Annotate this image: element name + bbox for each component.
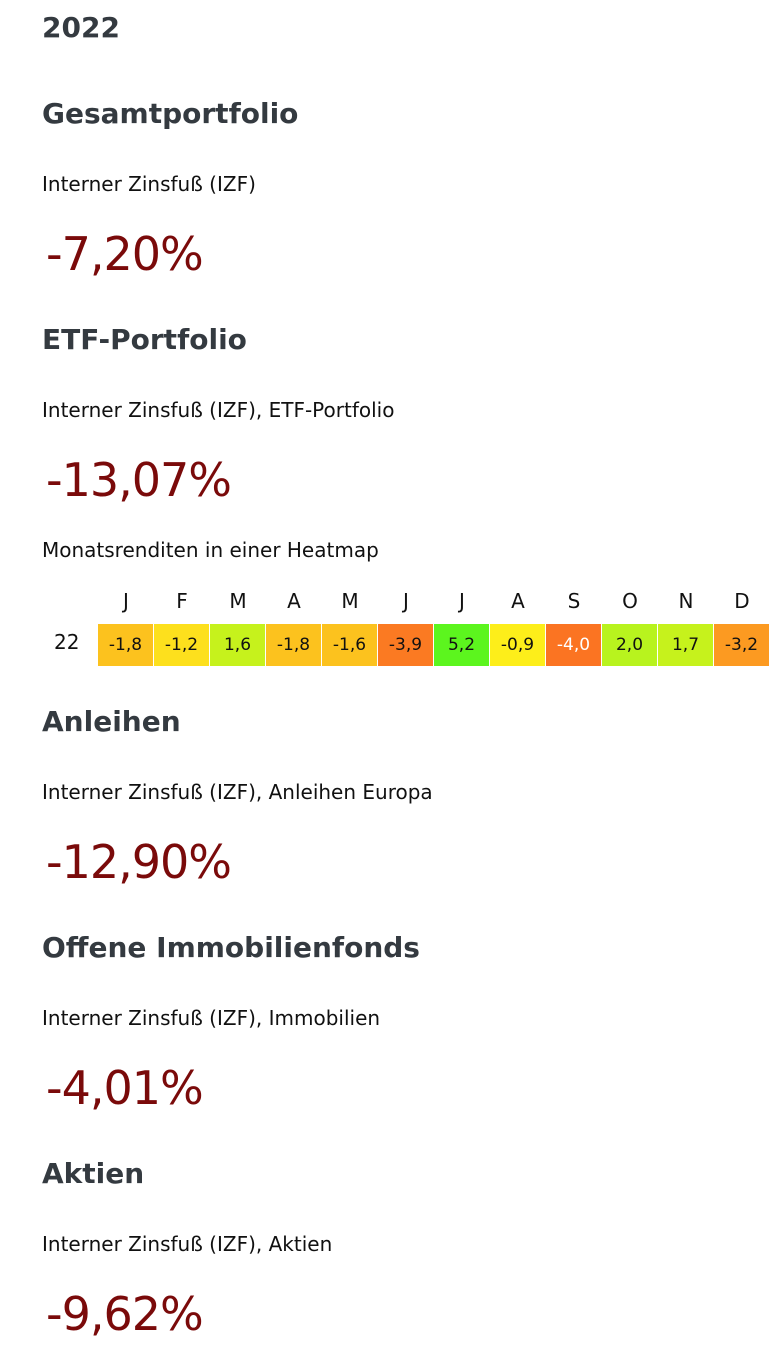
- heatmap-month-label: A: [511, 589, 525, 613]
- izf-value-etf-portfolio: -13,07%: [46, 453, 232, 507]
- izf-value-aktien: -9,62%: [46, 1287, 204, 1341]
- section-title-gesamtportfolio: Gesamtportfolio: [42, 97, 299, 130]
- heatmap-month-label: F: [176, 589, 188, 613]
- heatmap-cell: -0,9: [490, 624, 545, 666]
- section-title-etf-portfolio: ETF-Portfolio: [42, 323, 247, 356]
- heatmap-cells: -1,8 -1,2 1,6 -1,8 -1,6 -3,9 5,2 -0,9 -4,0 2,0 1,7…: [98, 624, 770, 666]
- izf-value-gesamtportfolio: -7,20%: [46, 227, 204, 281]
- izf-label-aktien: Interner Zinsfuß (IZF), Aktien: [42, 1232, 333, 1256]
- izf-label-anleihen: Interner Zinsfuß (IZF), Anleihen Europa: [42, 780, 433, 804]
- section-title-anleihen: Anleihen: [42, 705, 181, 738]
- heatmap-month-label: M: [229, 589, 247, 613]
- heatmap-cell: -1,8: [266, 624, 321, 666]
- heatmap-cell: 1,6: [210, 624, 265, 666]
- heatmap-month-label: D: [734, 589, 750, 613]
- heatmap-cell: -1,6: [322, 624, 377, 666]
- izf-value-immobilien: -4,01%: [46, 1061, 204, 1115]
- heatmap-month-label: A: [287, 589, 301, 613]
- heatmap-cell: 1,7: [658, 624, 713, 666]
- heatmap-month-label: J: [403, 589, 409, 613]
- heatmap-month-label: J: [459, 589, 465, 613]
- izf-value-anleihen: -12,90%: [46, 835, 232, 889]
- heatmap-month-label: J: [123, 589, 129, 613]
- heatmap-cell: -3,2: [714, 624, 769, 666]
- heatmap-month-label: M: [341, 589, 359, 613]
- heatmap-cell: -3,9: [378, 624, 433, 666]
- heatmap-row-label: 22: [54, 630, 80, 654]
- izf-label-etf-portfolio: Interner Zinsfuß (IZF), ETF-Portfolio: [42, 398, 395, 422]
- heatmap-cell: -1,2: [154, 624, 209, 666]
- year-heading: 2022: [42, 11, 120, 44]
- heatmap-month-label: N: [678, 589, 694, 613]
- heatmap-month-label: O: [622, 589, 638, 613]
- heatmap-cell: 5,2: [434, 624, 489, 666]
- heatmap-month-label: S: [567, 589, 581, 613]
- section-title-immobilienfonds: Offene Immobilienfonds: [42, 931, 420, 964]
- section-title-aktien: Aktien: [42, 1157, 145, 1190]
- izf-label-immobilien: Interner Zinsfuß (IZF), Immobilien: [42, 1006, 381, 1030]
- heatmap-cell: -1,8: [98, 624, 153, 666]
- izf-label-gesamtportfolio: Interner Zinsfuß (IZF): [42, 172, 256, 196]
- heatmap-cell: -4,0: [546, 624, 601, 666]
- heatmap-title: Monatsrenditen in einer Heatmap: [42, 538, 379, 562]
- heatmap-cell: 2,0: [602, 624, 657, 666]
